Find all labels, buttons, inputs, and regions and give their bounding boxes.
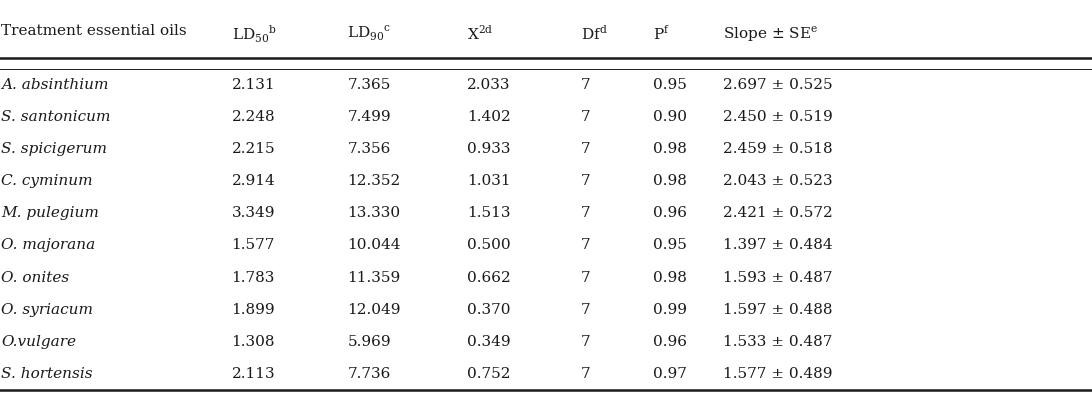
Text: 7: 7 <box>581 206 591 220</box>
Text: 0.98: 0.98 <box>653 174 687 188</box>
Text: X$^{\mathregular{2d}}$: X$^{\mathregular{2d}}$ <box>467 24 494 43</box>
Text: 0.349: 0.349 <box>467 335 511 349</box>
Text: 0.99: 0.99 <box>653 303 687 317</box>
Text: 1.899: 1.899 <box>232 303 275 317</box>
Text: C. cyminum: C. cyminum <box>1 174 93 188</box>
Text: 7: 7 <box>581 367 591 381</box>
Text: 2.033: 2.033 <box>467 78 511 92</box>
Text: 7: 7 <box>581 78 591 92</box>
Text: 7: 7 <box>581 335 591 349</box>
Text: 0.95: 0.95 <box>653 78 687 92</box>
Text: 1.402: 1.402 <box>467 110 511 124</box>
Text: 7: 7 <box>581 174 591 188</box>
Text: 2.131: 2.131 <box>232 78 275 92</box>
Text: Df$^{\mathregular{d}}$: Df$^{\mathregular{d}}$ <box>581 24 607 43</box>
Text: 11.359: 11.359 <box>347 270 401 284</box>
Text: 0.96: 0.96 <box>653 335 687 349</box>
Text: 0.90: 0.90 <box>653 110 687 124</box>
Text: 7: 7 <box>581 142 591 156</box>
Text: 7: 7 <box>581 110 591 124</box>
Text: Treatment essential oils: Treatment essential oils <box>1 24 187 38</box>
Text: 7: 7 <box>581 270 591 284</box>
Text: 0.98: 0.98 <box>653 270 687 284</box>
Text: 1.597 ± 0.488: 1.597 ± 0.488 <box>723 303 832 317</box>
Text: O. onites: O. onites <box>1 270 70 284</box>
Text: 7.736: 7.736 <box>347 367 391 381</box>
Text: S. spicigerum: S. spicigerum <box>1 142 107 156</box>
Text: 0.370: 0.370 <box>467 303 511 317</box>
Text: 2.459 ± 0.518: 2.459 ± 0.518 <box>723 142 832 156</box>
Text: 0.95: 0.95 <box>653 238 687 252</box>
Text: O. syriacum: O. syriacum <box>1 303 93 317</box>
Text: 1.031: 1.031 <box>467 174 511 188</box>
Text: 1.308: 1.308 <box>232 335 275 349</box>
Text: 0.752: 0.752 <box>467 367 511 381</box>
Text: O.vulgare: O.vulgare <box>1 335 76 349</box>
Text: 0.96: 0.96 <box>653 206 687 220</box>
Text: 1.533 ± 0.487: 1.533 ± 0.487 <box>723 335 832 349</box>
Text: 1.783: 1.783 <box>232 270 275 284</box>
Text: P$^{\mathregular{f}}$: P$^{\mathregular{f}}$ <box>653 24 669 43</box>
Text: LD$_{\mathregular{90}}$$^{\mathregular{c}}$: LD$_{\mathregular{90}}$$^{\mathregular{c… <box>347 24 391 43</box>
Text: 1.397 ± 0.484: 1.397 ± 0.484 <box>723 238 832 252</box>
Text: A. absinthium: A. absinthium <box>1 78 108 92</box>
Text: 2.450 ± 0.519: 2.450 ± 0.519 <box>723 110 833 124</box>
Text: 12.049: 12.049 <box>347 303 401 317</box>
Text: 12.352: 12.352 <box>347 174 401 188</box>
Text: 0.933: 0.933 <box>467 142 511 156</box>
Text: 2.215: 2.215 <box>232 142 275 156</box>
Text: 0.98: 0.98 <box>653 142 687 156</box>
Text: 7.499: 7.499 <box>347 110 391 124</box>
Text: LD$_{\mathregular{50}}$$^{\mathregular{b}}$: LD$_{\mathregular{50}}$$^{\mathregular{b… <box>232 24 276 45</box>
Text: 3.349: 3.349 <box>232 206 275 220</box>
Text: 7.365: 7.365 <box>347 78 391 92</box>
Text: 10.044: 10.044 <box>347 238 401 252</box>
Text: S. santonicum: S. santonicum <box>1 110 110 124</box>
Text: 0.500: 0.500 <box>467 238 511 252</box>
Text: O. majorana: O. majorana <box>1 238 95 252</box>
Text: Slope $\pm$ SE$^{\mathregular{e}}$: Slope $\pm$ SE$^{\mathregular{e}}$ <box>723 24 818 44</box>
Text: 7.356: 7.356 <box>347 142 391 156</box>
Text: 1.593 ± 0.487: 1.593 ± 0.487 <box>723 270 832 284</box>
Text: M. pulegium: M. pulegium <box>1 206 99 220</box>
Text: 2.248: 2.248 <box>232 110 275 124</box>
Text: 1.577 ± 0.489: 1.577 ± 0.489 <box>723 367 832 381</box>
Text: 2.421 ± 0.572: 2.421 ± 0.572 <box>723 206 833 220</box>
Text: 7: 7 <box>581 303 591 317</box>
Text: 0.97: 0.97 <box>653 367 687 381</box>
Text: 2.914: 2.914 <box>232 174 275 188</box>
Text: 7: 7 <box>581 238 591 252</box>
Text: 5.969: 5.969 <box>347 335 391 349</box>
Text: 2.697 ± 0.525: 2.697 ± 0.525 <box>723 78 832 92</box>
Text: 1.513: 1.513 <box>467 206 511 220</box>
Text: S. hortensis: S. hortensis <box>1 367 93 381</box>
Text: 2.113: 2.113 <box>232 367 275 381</box>
Text: 13.330: 13.330 <box>347 206 401 220</box>
Text: 1.577: 1.577 <box>232 238 275 252</box>
Text: 2.043 ± 0.523: 2.043 ± 0.523 <box>723 174 832 188</box>
Text: 0.662: 0.662 <box>467 270 511 284</box>
